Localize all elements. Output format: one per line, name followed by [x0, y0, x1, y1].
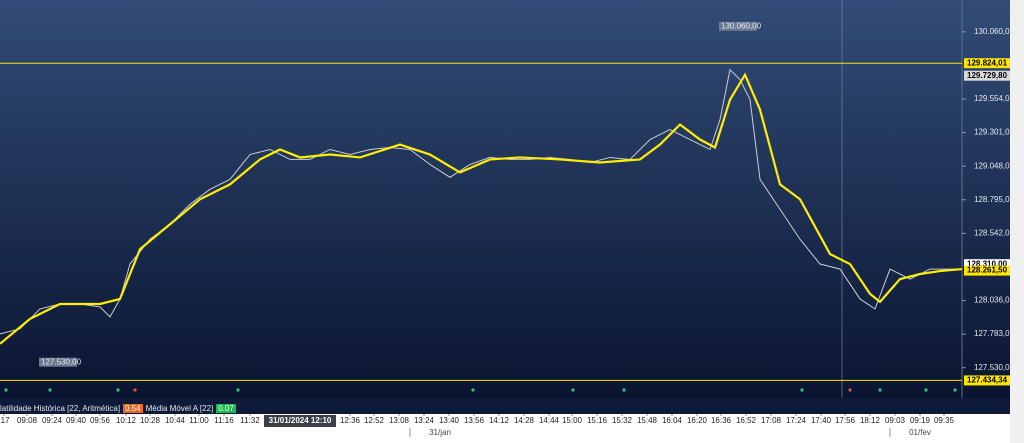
plot-background	[0, 0, 1010, 398]
x-tick-label: 14:28	[514, 416, 535, 425]
x-tick-label: 11:00	[189, 416, 209, 425]
signal-dot	[116, 388, 120, 392]
x-tick-label: 09:19	[910, 416, 931, 425]
x-tick-label: 16:20	[687, 416, 708, 425]
y-tick-label: 129.301,00	[974, 128, 1015, 137]
time-axis-background	[0, 414, 1010, 443]
annotation-box	[39, 357, 77, 367]
signal-dot	[878, 388, 882, 392]
annotation-label: 127.530,00	[41, 357, 82, 366]
indicator-value: 0.07	[216, 403, 236, 413]
x-tick-label: 11:32	[240, 416, 260, 425]
price-marker-label: 128.310,00	[967, 259, 1008, 268]
y-tick-label: 128.795,00	[974, 195, 1015, 204]
x-tick-label: 10:12	[116, 416, 137, 425]
signal-dot	[4, 388, 8, 392]
x-tick-label: 12:36	[340, 416, 361, 425]
x-tick-label: 17:40	[811, 416, 832, 425]
x-tick-label: 15:32	[612, 416, 633, 425]
signal-dots	[4, 388, 957, 392]
y-tick-label: 128.036,00	[974, 296, 1015, 305]
x-tick-label: 14:12	[489, 416, 510, 425]
price-marker-box	[964, 259, 1010, 270]
x-tick-label: 09:35	[934, 416, 955, 425]
signal-dot	[622, 388, 626, 392]
signal-dot	[48, 388, 52, 392]
signal-dot	[800, 388, 804, 392]
x-tick-label: 13:08	[389, 416, 410, 425]
y-tick-label: 127.783,00	[974, 329, 1015, 338]
x-tick-label: 13:56	[464, 416, 485, 425]
signal-dot	[471, 388, 475, 392]
x-tick-label: 13:24	[414, 416, 435, 425]
x-tick-label: 10:28	[140, 416, 161, 425]
x-tick-label: 17:08	[761, 416, 782, 425]
x-tick-label: 09:08	[17, 416, 38, 425]
price-marker-label: 128.261,50	[967, 266, 1008, 275]
x-tick-label: 17:24	[786, 416, 807, 425]
price-marker-label: 127.434,34	[967, 376, 1008, 385]
indicator-name: Média Móvel A [22]	[145, 403, 214, 413]
price-marker-label: 129.729,80	[967, 71, 1008, 80]
y-tick-label: 128.542,00	[974, 228, 1015, 237]
indicator-legend: latilidade Histórica [22, Aritmética] 0.5…	[0, 401, 236, 415]
x-tick-label: 09:03	[885, 416, 906, 425]
indicator-name: latilidade Histórica [22, Aritmética]	[0, 403, 121, 413]
x-tick-label: :17	[0, 416, 10, 425]
y-tick-label: 130.060,00	[974, 27, 1015, 36]
x-tick-label: 09:40	[66, 416, 87, 425]
price-marker-label: 129.824,01	[967, 58, 1008, 67]
date-label: 31/jan	[429, 428, 451, 437]
price-marker-box	[964, 58, 1010, 69]
annotation-box	[719, 21, 757, 31]
side-panel	[1010, 0, 1024, 443]
indicator-value: 0.54	[123, 403, 143, 413]
x-tick-label: 15:16	[587, 416, 608, 425]
price-marker-box	[964, 70, 1010, 81]
crosshair-label-box	[264, 415, 336, 427]
x-tick-label: 10:44	[165, 416, 186, 425]
x-tick-label: 18:12	[860, 416, 881, 425]
signal-dot	[571, 388, 575, 392]
y-tick-label: 127.530,00	[974, 363, 1015, 372]
x-tick-label: 09:24	[42, 416, 63, 425]
x-tick-label: 15:00	[562, 416, 583, 425]
x-tick-label: 14:44	[539, 416, 560, 425]
y-tick-label: 129.554,00	[974, 94, 1015, 103]
x-tick-label: 13:40	[439, 416, 460, 425]
signal-dot	[133, 388, 137, 392]
moving-average-line	[0, 72, 963, 345]
signal-dot	[236, 388, 240, 392]
x-tick-label: 17:56	[835, 416, 856, 425]
crosshair-label: 31/01/2024 12:10	[269, 416, 332, 425]
x-tick-label: 16:36	[711, 416, 732, 425]
price-marker-box	[964, 265, 1010, 276]
x-tick-label: 15:48	[637, 416, 658, 425]
x-tick-label: 16:52	[736, 416, 757, 425]
signal-dot	[848, 388, 852, 392]
x-tick-label: 12:52	[364, 416, 385, 425]
signal-dot	[953, 388, 957, 392]
annotation-label: 130.060,00	[721, 21, 762, 30]
x-tick-label: 11:16	[214, 416, 234, 425]
signal-dot	[924, 388, 928, 392]
price-marker-box	[964, 375, 1010, 386]
x-tick-label: 09:56	[90, 416, 111, 425]
date-label: 01/fev	[909, 428, 931, 437]
y-tick-label: 129.048,00	[974, 161, 1015, 170]
x-tick-label: 16:04	[662, 416, 683, 425]
